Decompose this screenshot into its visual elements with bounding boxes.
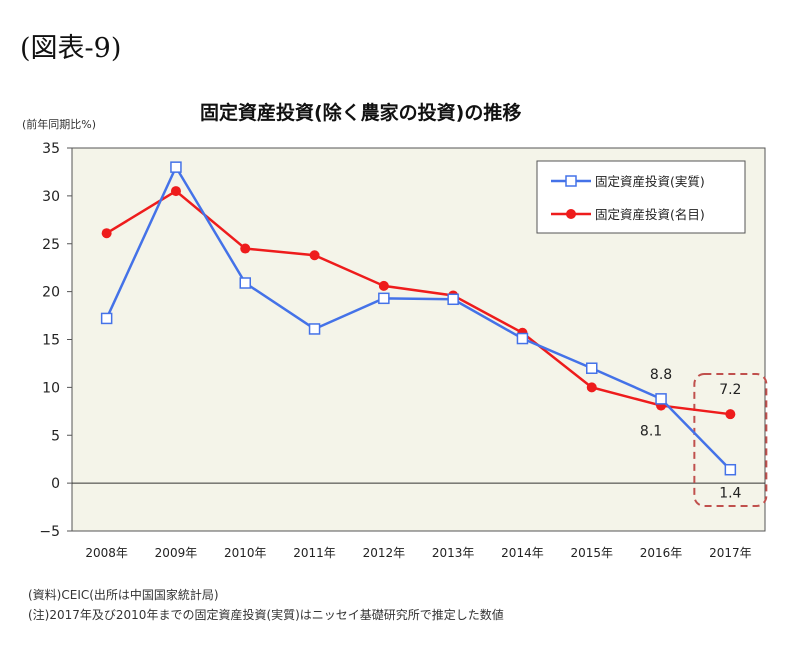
data-point xyxy=(239,277,251,289)
series-line-1 xyxy=(106,189,731,416)
y-tick-label: 20 xyxy=(42,285,60,301)
data-point xyxy=(309,250,320,261)
x-tick-label: 2014年 xyxy=(501,546,544,560)
y-tick-label: 30 xyxy=(42,189,60,205)
legend-marker xyxy=(566,209,576,219)
figure-label: (図表-9) xyxy=(20,33,122,64)
x-tick-label: 2015年 xyxy=(570,546,613,560)
data-point xyxy=(725,409,736,420)
y-tick-label: 35 xyxy=(42,141,60,157)
x-tick-label: 2012年 xyxy=(363,546,406,560)
data-label: 8.8 xyxy=(650,367,672,383)
y-tick-label: 0 xyxy=(51,476,60,492)
data-point xyxy=(240,243,251,254)
y-tick-label: 25 xyxy=(42,237,60,253)
y-axis-unit-label: (前年同期比%) xyxy=(22,118,97,131)
y-tick-label: −5 xyxy=(39,524,60,540)
remark-note: (注)2017年及び2010年までの固定資産投資(実質)はニッセイ基礎研究所で推… xyxy=(28,608,504,622)
legend-marker xyxy=(565,175,577,187)
data-point xyxy=(378,292,390,305)
y-tick-label: 5 xyxy=(51,428,60,444)
source-note: (資料)CEIC(出所は中国国家統計局) xyxy=(28,588,219,602)
data-label: 8.1 xyxy=(640,424,662,440)
data-point xyxy=(655,393,667,405)
data-point xyxy=(101,228,112,239)
x-tick-label: 2010年 xyxy=(224,546,267,560)
x-tick-label: 2017年 xyxy=(709,546,752,560)
x-tick-label: 2016年 xyxy=(640,546,683,560)
chart-title: 固定資産投資(除く農家の投資)の推移 xyxy=(200,102,522,124)
data-point xyxy=(724,463,737,476)
data-point xyxy=(100,312,113,325)
data-label: 1.4 xyxy=(719,486,741,502)
legend-label: 固定資産投資(実質) xyxy=(595,174,705,189)
legend-label: 固定資産投資(名目) xyxy=(595,207,705,222)
series-line-0 xyxy=(105,164,732,471)
data-point xyxy=(378,280,389,291)
footnotes: (資料)CEIC(出所は中国国家統計局) (注)2017年及び2010年までの固… xyxy=(28,585,504,625)
y-tick-label: 10 xyxy=(42,380,60,396)
x-tick-label: 2011年 xyxy=(293,546,336,560)
data-point xyxy=(170,186,181,197)
data-point xyxy=(447,293,459,306)
data-point xyxy=(516,332,529,345)
data-point xyxy=(586,362,598,374)
y-tick-label: 15 xyxy=(42,333,60,349)
data-point xyxy=(170,161,182,173)
highlight-box xyxy=(693,373,768,507)
data-label: 7.2 xyxy=(719,382,741,398)
x-tick-label: 2009年 xyxy=(155,546,198,560)
data-point xyxy=(308,323,321,335)
x-tick-label: 2008年 xyxy=(85,546,128,560)
x-tick-label: 2013年 xyxy=(432,546,475,560)
data-point xyxy=(586,382,597,393)
legend xyxy=(536,160,746,234)
